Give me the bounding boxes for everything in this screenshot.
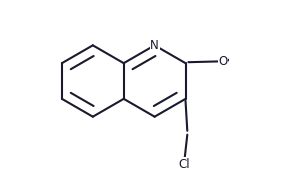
Text: N: N [150,39,159,52]
Text: O: O [218,55,227,68]
Text: Cl: Cl [179,158,190,171]
